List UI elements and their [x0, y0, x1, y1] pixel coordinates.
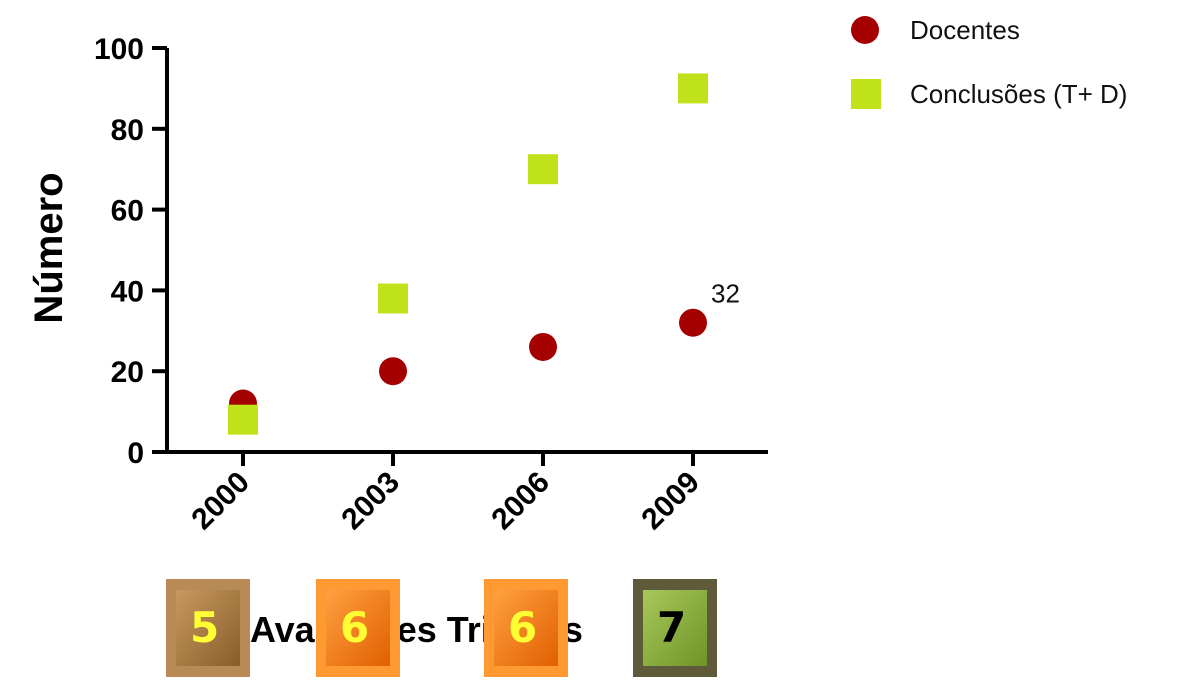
rating-badge: 6: [316, 579, 400, 677]
rating-badge-face: [643, 590, 707, 666]
y-tick-label: 40: [111, 275, 144, 308]
docentes-point: [379, 357, 407, 386]
y-tick-label: 60: [111, 195, 144, 228]
rating-badge-number: 7: [657, 603, 686, 652]
legend-label: Docentes: [910, 15, 1020, 45]
x-tick-label: 2006: [485, 466, 556, 537]
conclusoes-point: [678, 73, 708, 104]
rating-badge-number: 6: [508, 603, 537, 652]
docentes-point: [529, 332, 557, 361]
conclusoes-point: [378, 283, 408, 314]
rating-badge-face: [494, 590, 558, 666]
x-tick-label: 2003: [335, 466, 406, 537]
rating-badge: 5: [166, 579, 250, 677]
rating-badge: 7: [633, 579, 717, 677]
rating-badge-face: [176, 590, 240, 666]
legend-marker-docentes: [851, 16, 879, 44]
legend-label: Conclusões (T+ D): [910, 79, 1127, 109]
data-label: 32: [711, 279, 740, 309]
y-axis-label: Número: [27, 172, 71, 323]
y-tick-label: 0: [127, 437, 144, 470]
conclusoes-point: [228, 404, 258, 435]
docentes-point: [679, 308, 707, 337]
rating-badge-face: [326, 590, 390, 666]
rating-badge-number: 5: [190, 603, 219, 652]
y-tick-label: 80: [111, 114, 144, 147]
legend-marker-conclusoes: [851, 79, 881, 109]
x-tick-label: 2009: [635, 466, 706, 537]
y-tick-label: 20: [111, 356, 144, 389]
rating-badge-number: 6: [340, 603, 369, 652]
y-tick-label: 100: [94, 33, 144, 66]
x-tick-label: 2000: [185, 466, 256, 537]
rating-badge: 6: [484, 579, 568, 677]
conclusoes-point: [528, 154, 558, 185]
